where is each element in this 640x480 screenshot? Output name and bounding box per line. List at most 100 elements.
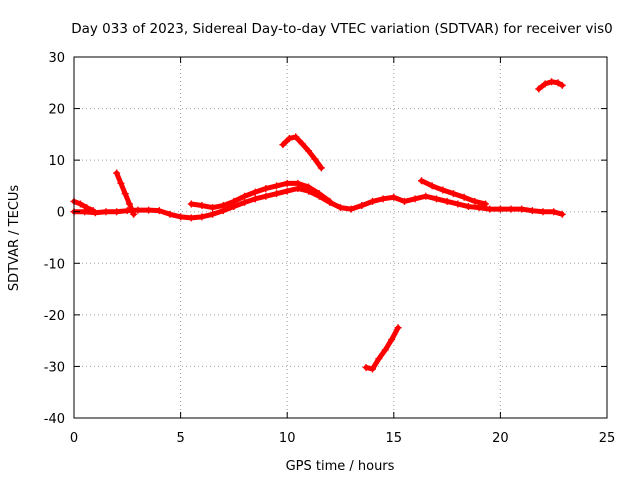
data-point [368,197,376,205]
data-point [76,200,84,208]
data-point [305,147,313,155]
data-point [285,134,293,142]
data-point [548,78,556,86]
data-point [113,208,121,216]
data-point [294,179,302,187]
data-point [305,183,313,191]
data-point [486,205,494,213]
data-point [166,210,174,218]
data-point [337,204,344,212]
data-point [541,80,549,88]
data-point [113,169,121,177]
series-line-start-spike [71,198,96,214]
y-tick-label: -10 [44,257,65,272]
data-point [283,187,291,195]
y-tick-label: 0 [57,206,65,221]
data-point [130,210,138,218]
data-point [460,193,468,201]
data-point [273,182,281,190]
data-point [187,200,195,208]
data-point [209,210,217,218]
data-point [326,197,334,205]
data-point [411,195,419,203]
data-point [317,164,325,172]
y-tick-label: -20 [44,309,65,324]
data-point [279,141,287,149]
data-point [83,204,91,212]
data-point [155,207,163,215]
data-point [230,197,238,205]
data-point [439,186,447,194]
x-tick-label: 10 [279,431,296,446]
data-point [422,192,430,200]
data-point [283,179,291,187]
data-point [125,200,133,208]
data-point [262,192,270,200]
data-point [177,213,185,221]
data-point [298,140,306,148]
series-upper-scatter-2 [418,177,489,208]
data-point [481,200,489,208]
data-point [518,205,526,213]
data-point [102,208,110,216]
y-tick-label: 10 [48,154,65,169]
data-point [209,204,217,212]
series-upper-scatter-1 [187,179,334,212]
data-point [475,204,483,212]
data-point [528,207,536,215]
data-point [432,195,440,203]
data-point [390,193,398,201]
series-arc-10-11 [279,133,325,172]
data-point [550,208,558,216]
data-point [381,346,389,354]
tick-layer: 0 5 10 15 20 25 -40 -30 -20 -10 0 10 20 30 [44,51,616,446]
chart-title: Day 033 of 2023, Sidereal Day-to-day VTE… [71,21,613,37]
data-point [187,214,195,222]
data-point [496,205,504,213]
data-point [315,190,323,198]
data-point [347,205,355,213]
data-point [449,190,457,198]
series-arc-22-23 [535,78,566,93]
y-tick-label: -30 [44,360,65,375]
data-layer [70,78,566,373]
x-tick-label: 5 [176,431,184,446]
data-point [358,202,366,210]
data-point [117,179,125,187]
data-point [379,195,387,203]
plot-frame [73,56,608,419]
data-point [507,205,515,213]
data-point [89,207,97,215]
data-point [273,190,281,198]
data-point [262,185,270,193]
data-point [558,81,566,89]
data-point [558,210,566,218]
y-tick-label: -40 [44,412,65,427]
data-point [464,203,472,211]
y-axis-label: SDTVAR / TECUs [7,185,22,292]
y-tick-label: 20 [48,103,65,118]
x-axis-label: GPS time / hours [286,459,395,474]
x-tick-label: 25 [599,431,616,446]
data-point [251,188,259,196]
data-point [454,200,462,208]
data-point [362,363,370,371]
data-point [418,177,426,185]
data-point [539,208,547,216]
x-tick-label: 15 [386,431,403,446]
data-point [368,365,376,373]
data-point [81,208,89,216]
data-point [311,155,319,163]
data-point [241,192,249,200]
data-point [251,195,259,203]
data-point [388,336,396,344]
data-point [198,202,206,210]
data-point [219,202,227,210]
data-point [428,182,436,190]
data-point [134,206,142,214]
data-point [121,190,129,198]
data-point [292,133,300,141]
data-point [198,213,206,221]
